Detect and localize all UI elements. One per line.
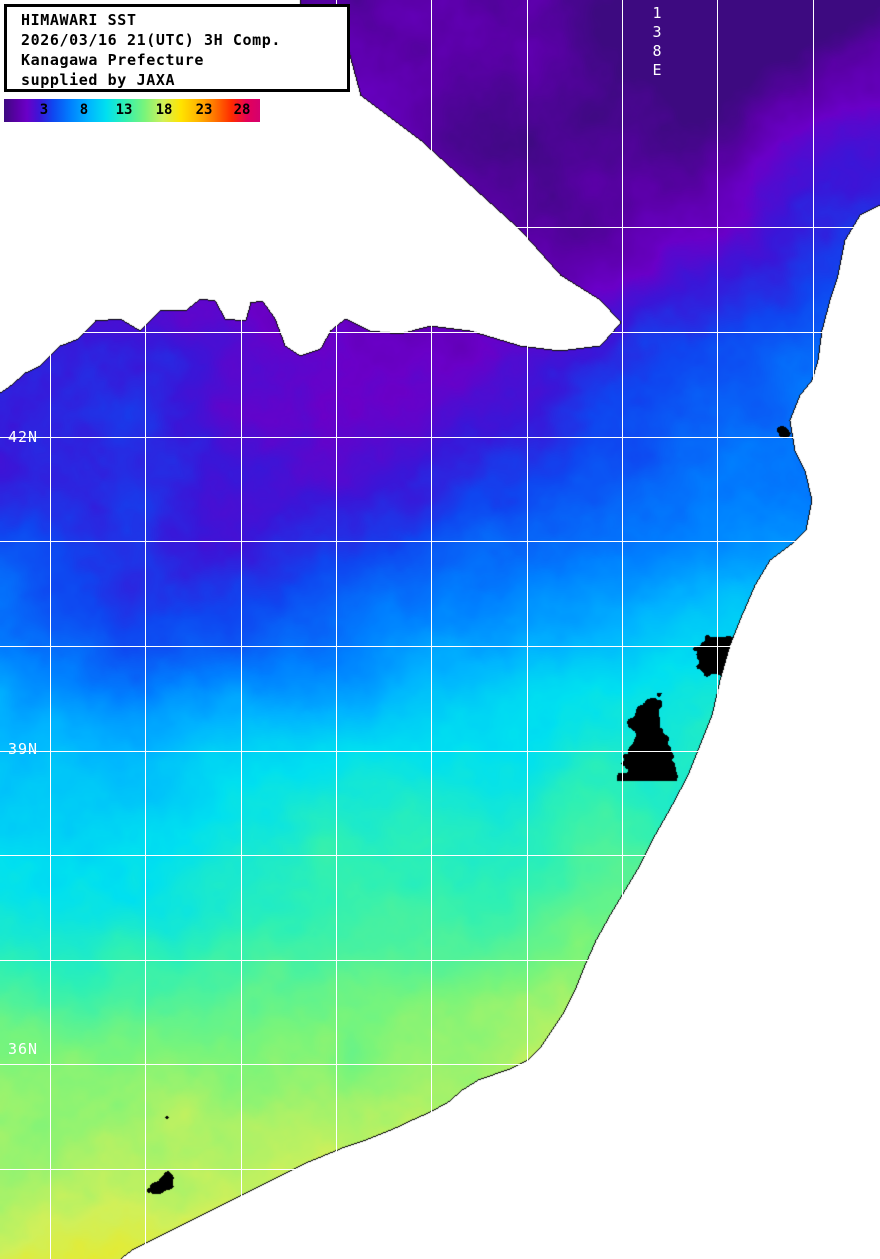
colorbar-tick-8: 8: [79, 102, 89, 118]
title-line-provider: supplied by JAXA: [21, 71, 176, 89]
colorbar-tick-23: 23: [195, 102, 213, 118]
latitude-label-42N: 42N: [8, 428, 39, 446]
latitude-label-36N: 36N: [8, 1040, 39, 1058]
title-line-product: HIMAWARI SST: [21, 11, 137, 29]
colorbar-tick-3: 3: [39, 102, 49, 118]
title-line-region: Kanagawa Prefecture: [21, 51, 204, 69]
colorbar-gradient: [4, 99, 260, 122]
colorbar-tick-28: 28: [233, 102, 251, 118]
title-box: HIMAWARI SST 2026/03/16 21(UTC) 3H Comp.…: [4, 4, 350, 92]
title-line-datetime: 2026/03/16 21(UTC) 3H Comp.: [21, 31, 282, 49]
colorbar-tick-18: 18: [155, 102, 173, 118]
colorbar: 3 8 13 18 23 28: [4, 99, 260, 122]
colorbar-tick-13: 13: [115, 102, 133, 118]
latitude-label-39N: 39N: [8, 740, 39, 758]
longitude-label-138E: 138E: [648, 4, 666, 80]
